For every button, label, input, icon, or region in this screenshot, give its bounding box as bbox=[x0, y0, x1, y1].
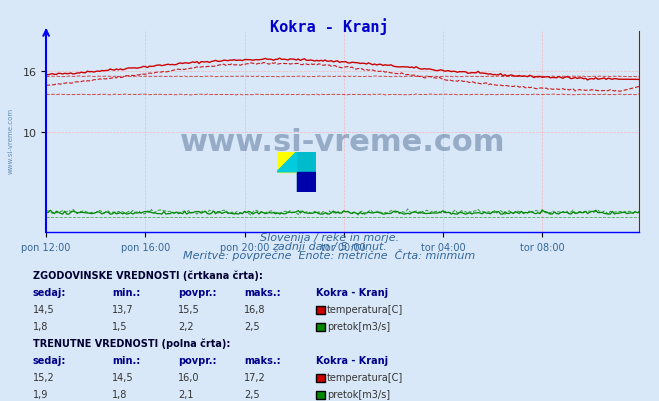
Polygon shape bbox=[277, 152, 297, 172]
Text: temperatura[C]: temperatura[C] bbox=[327, 304, 403, 314]
Text: Kokra - Kranj: Kokra - Kranj bbox=[270, 18, 389, 35]
Text: povpr.:: povpr.: bbox=[178, 288, 216, 298]
Text: ZGODOVINSKE VREDNOSTI (črtkana črta):: ZGODOVINSKE VREDNOSTI (črtkana črta): bbox=[33, 270, 263, 281]
Text: Kokra - Kranj: Kokra - Kranj bbox=[316, 355, 388, 365]
Text: 2,1: 2,1 bbox=[178, 389, 194, 399]
Text: 16,8: 16,8 bbox=[244, 304, 266, 314]
Text: TRENUTNE VREDNOSTI (polna črta):: TRENUTNE VREDNOSTI (polna črta): bbox=[33, 338, 231, 348]
Text: min.:: min.: bbox=[112, 288, 140, 298]
Text: maks.:: maks.: bbox=[244, 355, 281, 365]
Text: pretok[m3/s]: pretok[m3/s] bbox=[327, 321, 390, 331]
Text: 2,5: 2,5 bbox=[244, 389, 260, 399]
Text: 2,2: 2,2 bbox=[178, 321, 194, 331]
Text: zadnji dan / 5 minut.: zadnji dan / 5 minut. bbox=[272, 241, 387, 251]
Text: 1,9: 1,9 bbox=[33, 389, 48, 399]
Text: 15,2: 15,2 bbox=[33, 372, 55, 382]
Text: www.si-vreme.com: www.si-vreme.com bbox=[180, 128, 505, 157]
Text: Meritve: povprečne  Enote: metrične  Črta: minmum: Meritve: povprečne Enote: metrične Črta:… bbox=[183, 248, 476, 260]
Text: Slovenija / reke in morje.: Slovenija / reke in morje. bbox=[260, 233, 399, 243]
Text: 16,0: 16,0 bbox=[178, 372, 200, 382]
Text: pretok[m3/s]: pretok[m3/s] bbox=[327, 389, 390, 399]
Text: povpr.:: povpr.: bbox=[178, 355, 216, 365]
Text: 1,5: 1,5 bbox=[112, 321, 128, 331]
Bar bbox=[297, 152, 316, 192]
Text: 1,8: 1,8 bbox=[112, 389, 127, 399]
Bar bbox=[297, 172, 316, 192]
Text: sedaj:: sedaj: bbox=[33, 355, 67, 365]
Text: 2,5: 2,5 bbox=[244, 321, 260, 331]
Text: maks.:: maks.: bbox=[244, 288, 281, 298]
Text: 1,8: 1,8 bbox=[33, 321, 48, 331]
Text: 14,5: 14,5 bbox=[33, 304, 55, 314]
Text: www.si-vreme.com: www.si-vreme.com bbox=[8, 107, 14, 173]
Text: 14,5: 14,5 bbox=[112, 372, 134, 382]
Text: Kokra - Kranj: Kokra - Kranj bbox=[316, 288, 388, 298]
Text: min.:: min.: bbox=[112, 355, 140, 365]
Text: 13,7: 13,7 bbox=[112, 304, 134, 314]
Text: 15,5: 15,5 bbox=[178, 304, 200, 314]
Text: sedaj:: sedaj: bbox=[33, 288, 67, 298]
Bar bbox=[277, 152, 297, 172]
Text: 17,2: 17,2 bbox=[244, 372, 266, 382]
Text: temperatura[C]: temperatura[C] bbox=[327, 372, 403, 382]
